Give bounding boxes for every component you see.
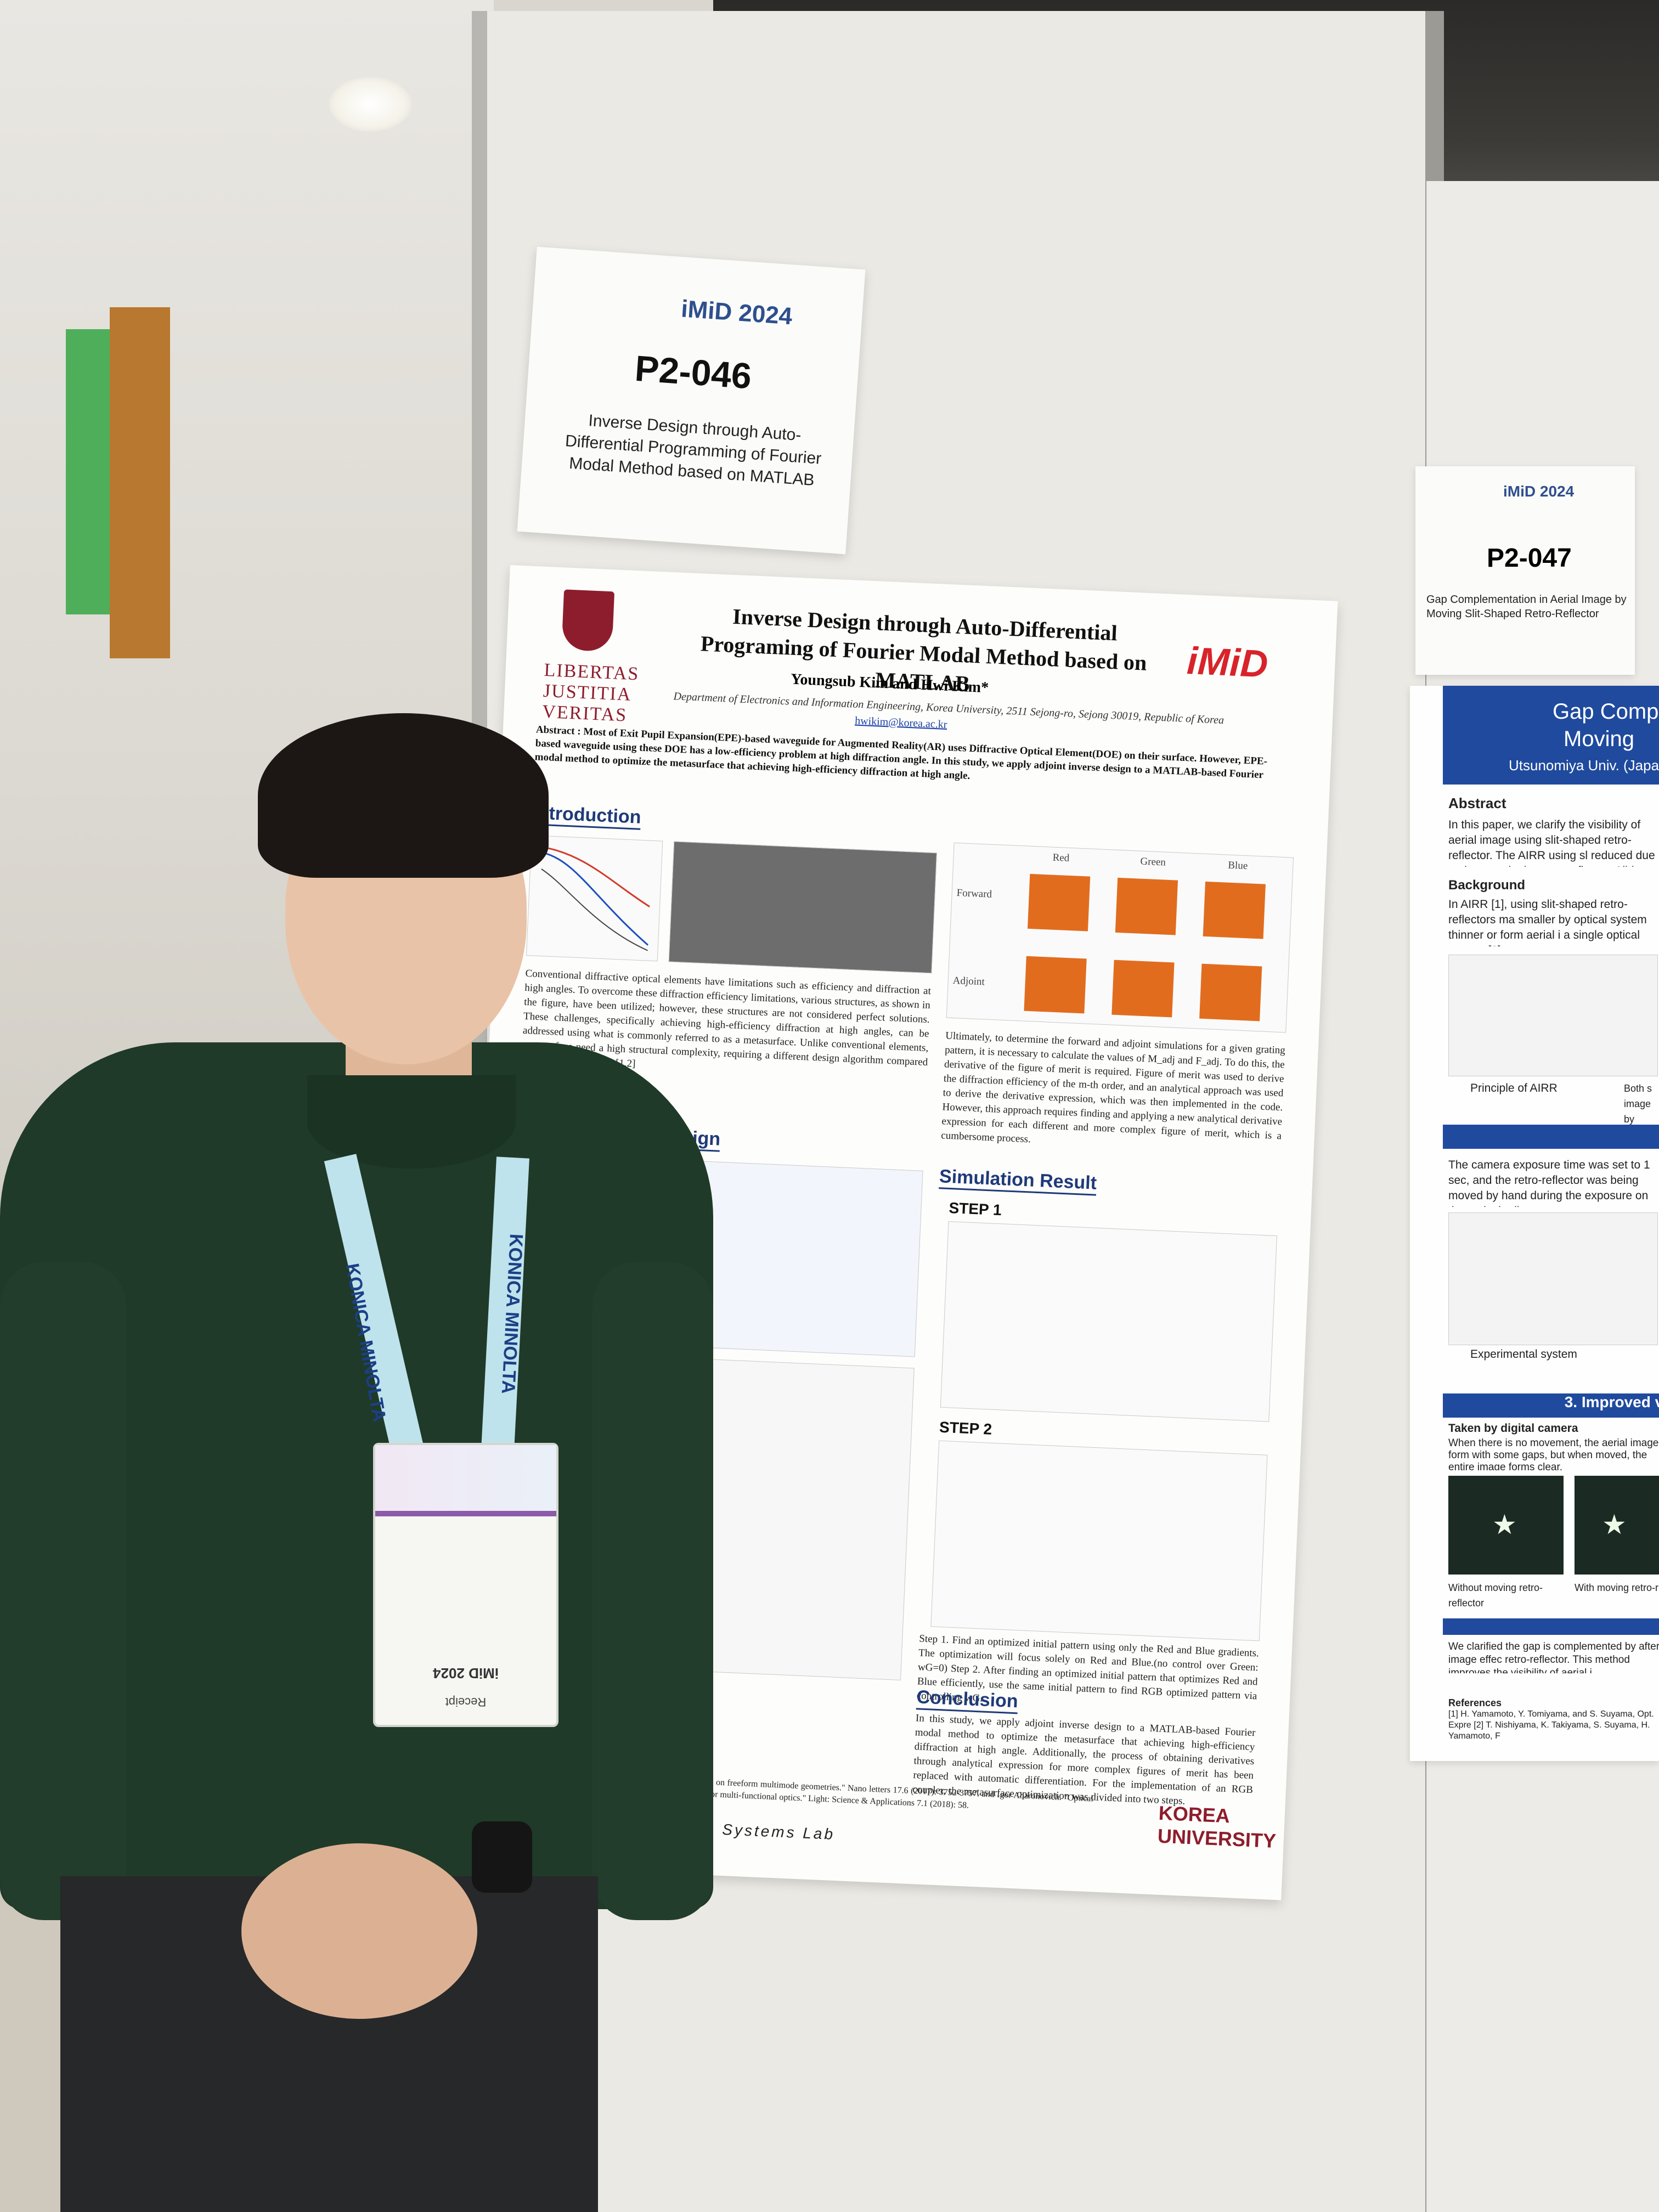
conference-logo: iMiD: [1186, 639, 1269, 686]
forward-adjoint-field-maps: Forward Adjoint Red Green Blue: [946, 842, 1294, 1033]
name-badge: iMiD 2024 Receipt: [373, 1443, 558, 1727]
references-heading: References: [1448, 1697, 1502, 1708]
experimental-system-caption: Experimental system: [1470, 1348, 1577, 1361]
poster-id: P2-047: [1487, 544, 1572, 573]
ceiling-light: [329, 77, 411, 132]
background-heading: Background: [1448, 878, 1526, 893]
background-text: In AIRR [1], using slit-shaped retro-ref…: [1448, 898, 1647, 946]
forward-label: Forward: [956, 887, 992, 900]
airr-principle-diagram: [1448, 955, 1658, 1076]
adjacent-poster-tag-card: iMiD 2024 P2-047 Gap Complementation in …: [1415, 466, 1635, 675]
step-2-heading: STEP 2: [939, 1418, 992, 1438]
badge-header: [375, 1445, 556, 1511]
conclusion-bar: [1443, 1618, 1659, 1635]
airr-principle-caption: Principle of AIRR: [1470, 1082, 1558, 1094]
adjoint-label: Adjoint: [952, 974, 985, 988]
efficiency-plot-figure: [526, 835, 663, 962]
step-1-result-plots: [940, 1221, 1278, 1422]
airr-principle-caption-2: Both s image by: [1624, 1083, 1652, 1125]
university-motto: LIBERTAS JUSTITIA VERITAS: [541, 659, 640, 726]
poster-title: Gap Comp: [1553, 699, 1659, 724]
aerial-image-photo-static: ★: [1448, 1476, 1564, 1575]
step-1-heading: STEP 1: [948, 1199, 1002, 1219]
person-right-arm: [592, 1262, 713, 1920]
person-clasped-hands: [241, 1843, 477, 2019]
section-2-heading: 2: [1443, 1125, 1659, 1149]
photo-caption-static: Without moving retro-reflector: [1448, 1582, 1543, 1609]
poster-title-line-2: Moving: [1564, 727, 1634, 751]
section-3-heading: 3. Improved vi: [1443, 1393, 1659, 1418]
camera-text: When there is no movement, the aerial im…: [1448, 1437, 1659, 1470]
abstract-text: In this paper, we clarify the visibility…: [1448, 819, 1655, 867]
experimental-system-diagram: [1448, 1212, 1658, 1345]
badge-receipt-label: Receipt: [445, 1695, 487, 1709]
exposure-text: The camera exposure time was set to 1 se…: [1448, 1159, 1650, 1207]
star-icon: ★: [1492, 1509, 1517, 1540]
conference-logo: iMiD 2024: [1503, 483, 1575, 500]
poster-affiliation: Utsunomiya Univ. (Japan),: [1509, 757, 1659, 774]
badge-stripe: [375, 1511, 556, 1516]
simulation-result-heading: Simulation Result: [939, 1166, 1097, 1196]
badge-event-label: iMiD 2024: [433, 1665, 499, 1681]
metasurface-sem-images: [668, 841, 937, 974]
red-label: Red: [1052, 851, 1070, 864]
tag-card-title: Inverse Design through Auto-Differential…: [565, 411, 822, 489]
aerial-image-photo-moving: ★: [1575, 1476, 1659, 1575]
blue-label: Blue: [1227, 859, 1248, 872]
conference-logo: iMiD 2024: [680, 295, 793, 330]
poster-abstract: Abstract : Most of Exit Pupil Expansion(…: [534, 724, 1268, 782]
step-2-result-plots: [930, 1440, 1268, 1641]
smartwatch: [472, 1821, 532, 1893]
wooden-wall-panel: [110, 307, 170, 658]
poster-banner: Gap Comp Moving Utsunomiya Univ. (Japan)…: [1443, 686, 1659, 785]
person-hair: [258, 713, 549, 878]
tag-card-title: Gap Complementation in Aerial Image by M…: [1426, 594, 1627, 620]
conclusion-text: We clarified the gap is complemented by …: [1448, 1641, 1659, 1673]
conclusion-heading: Conclusion: [916, 1686, 1019, 1714]
star-icon: ★: [1602, 1509, 1627, 1540]
poster-email: hwikim@korea.ac.kr: [854, 714, 947, 731]
poster-tag-card: iMiD 2024 P2-046 Inverse Design through …: [517, 246, 866, 555]
person-left-arm: [0, 1262, 126, 1920]
shirt-collar: [307, 1075, 516, 1169]
efficiency-plot: [541, 846, 650, 951]
poster-id: P2-046: [633, 347, 753, 397]
university-crest-icon: [561, 589, 615, 652]
references-text: [1] H. Yamamoto, Y. Tomiyama, and S. Suy…: [1448, 1709, 1654, 1741]
research-poster: LIBERTAS JUSTITIA VERITAS Inverse Design…: [453, 565, 1338, 1900]
photo-caption-moving: With moving retro-r: [1575, 1582, 1659, 1593]
korea-university-logo: KOREA UNIVERSITY: [1157, 1801, 1277, 1853]
abstract-heading: Abstract: [1448, 795, 1506, 811]
adjoint-explanation-text: Ultimately, to determine the forward and…: [940, 1030, 1286, 1146]
adjacent-research-poster: Gap Comp Moving Utsunomiya Univ. (Japan)…: [1410, 686, 1659, 1761]
green-wall-sign: [66, 329, 110, 614]
camera-heading: Taken by digital camera: [1448, 1422, 1578, 1435]
green-label: Green: [1140, 855, 1166, 868]
